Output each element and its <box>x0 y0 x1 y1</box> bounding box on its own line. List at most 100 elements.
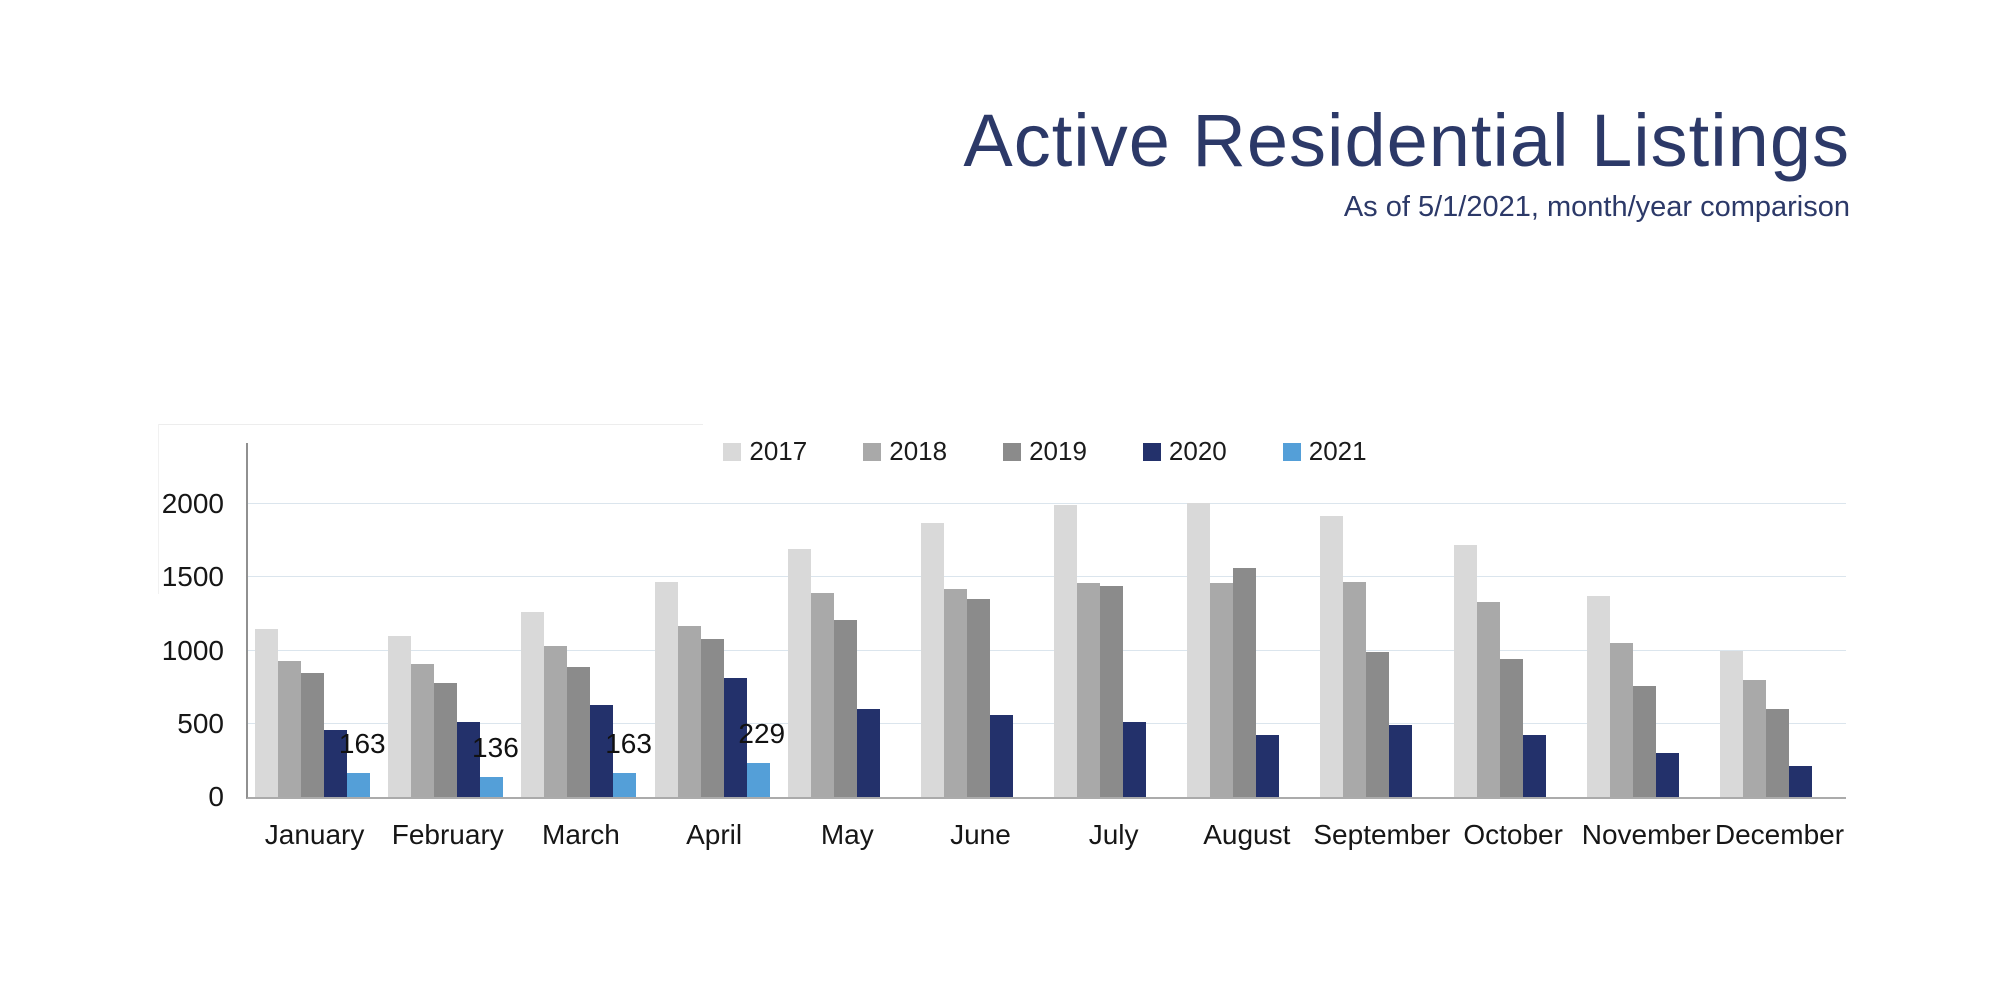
bar-2021-february: 136 <box>472 732 519 797</box>
data-label-2021-march: 163 <box>605 728 652 760</box>
bar-2017-august <box>1187 502 1211 797</box>
bar-2021-march: 163 <box>605 728 652 797</box>
x-label-november: November <box>1581 819 1711 850</box>
bar-2018-july <box>1077 583 1101 797</box>
x-label-september: September <box>1313 819 1451 850</box>
legend-swatch-2021 <box>1282 442 1301 461</box>
bar-2019-february <box>434 682 458 797</box>
bar-2017-march <box>521 612 545 797</box>
y-tick-2000: 2000 <box>161 488 224 519</box>
plot-area: 163 January 136 February 163 March 229 April May… <box>246 443 1846 850</box>
chart-subtitle: As of 5/1/2021, month/year comparison <box>1343 191 1850 223</box>
x-label-may: May <box>820 819 874 850</box>
bar-2019-september <box>1366 651 1390 797</box>
bar-2019-july <box>1100 586 1124 797</box>
bar-2020-january <box>324 729 347 797</box>
bar-2019-december <box>1765 709 1789 797</box>
gridline-1000 <box>248 649 1846 651</box>
bar-2020-february <box>457 722 481 797</box>
bar-2018-april <box>677 625 701 797</box>
bar-2017-december <box>1719 650 1743 797</box>
x-label-april: April <box>686 819 743 850</box>
bar-2019-august <box>1233 568 1257 797</box>
bar-2018-february <box>411 663 435 797</box>
bar-2017-june <box>920 523 944 797</box>
bar-2021-april: 229 <box>738 718 785 797</box>
y-tick-1500: 1500 <box>161 561 224 593</box>
bar-2017-february <box>388 635 412 797</box>
x-label-august: August <box>1203 819 1291 850</box>
bar-2020-july <box>1123 722 1147 797</box>
bar-2020-october <box>1522 735 1546 797</box>
title-block: Active Residential Listings As of 5/1/20… <box>963 98 1850 224</box>
legend-swatch-2019 <box>1003 442 1022 461</box>
y-tick-0: 0 <box>208 781 224 812</box>
x-label-march: March <box>542 819 620 850</box>
month-group-september: September <box>1313 443 1450 850</box>
month-group-august: August <box>1180 443 1313 850</box>
month-group-october: October <box>1447 443 1580 850</box>
legend-label-2018: 2018 <box>889 436 948 466</box>
chart-frame-top-line <box>158 424 703 425</box>
x-label-january: January <box>264 819 365 850</box>
bar-2018-june <box>943 588 967 797</box>
month-group-january: 163 January <box>248 443 386 850</box>
legend-item-2021: 2021 <box>1282 436 1367 467</box>
legend-swatch-2020 <box>1142 442 1161 461</box>
bar-2017-january <box>255 628 278 797</box>
bar-2020-april <box>723 678 747 797</box>
bar-2018-march <box>544 646 568 797</box>
y-axis-ticks: 0 500 1000 1500 2000 <box>0 443 224 812</box>
bar-2020-september <box>1389 725 1413 797</box>
bar-2020-may <box>856 709 880 797</box>
legend-label-2021: 2021 <box>1308 436 1367 466</box>
bar-2017-november <box>1586 596 1610 797</box>
data-label-2021-april: 229 <box>738 718 786 750</box>
bar-2020-march <box>590 704 614 797</box>
month-group-december: December <box>1713 443 1846 850</box>
month-group-april: 229 April <box>648 443 785 850</box>
gridline-1500 <box>248 576 1846 578</box>
legend-item-2020: 2020 <box>1142 436 1227 467</box>
bar-2019-november <box>1632 685 1656 797</box>
bar-2018-november <box>1609 643 1633 797</box>
bar-2018-september <box>1343 581 1367 797</box>
bar-2020-november <box>1655 753 1679 797</box>
chart-legend: 2017 2018 2019 2020 2021 <box>246 436 1844 467</box>
month-group-march: 163 March <box>514 443 652 850</box>
legend-swatch-2017 <box>723 442 742 461</box>
legend-item-2017: 2017 <box>723 436 807 467</box>
legend-label-2017: 2017 <box>749 436 808 466</box>
bar-2018-may <box>810 593 834 797</box>
bar-2020-august <box>1256 735 1280 797</box>
chart-frame-left-line <box>158 424 159 594</box>
data-label-2021-january: 163 <box>338 728 386 760</box>
y-tick-500: 500 <box>177 707 224 739</box>
bar-2020-december <box>1788 766 1812 797</box>
bar-2017-october <box>1453 545 1477 797</box>
bar-groups: 163 January 136 February 163 March 229 April May… <box>248 443 1846 850</box>
month-group-february: 136 February <box>381 443 519 850</box>
bar-2017-july <box>1054 505 1078 797</box>
month-group-november: November <box>1580 443 1713 850</box>
bar-2021-january: 163 <box>339 728 386 797</box>
y-tick-1000: 1000 <box>161 634 224 666</box>
bar-2020-june <box>989 714 1013 797</box>
bar-2018-january <box>278 660 301 797</box>
legend-label-2019: 2019 <box>1029 436 1087 466</box>
gridline-2000 <box>248 503 1846 504</box>
data-label-2021-february: 136 <box>472 732 519 764</box>
bar-2019-june <box>966 599 990 797</box>
gridline-500 <box>248 722 1846 724</box>
legend-label-2020: 2020 <box>1168 436 1227 466</box>
bar-2017-may <box>787 549 811 797</box>
x-label-october: October <box>1463 819 1563 850</box>
chart-title: Active Residential Listings <box>963 99 1850 182</box>
bar-2019-october <box>1499 659 1523 797</box>
bar-2019-may <box>833 619 857 797</box>
x-label-december: December <box>1714 819 1845 850</box>
legend-swatch-2018 <box>863 442 882 461</box>
bar-2018-october <box>1476 602 1500 797</box>
legend-item-2018: 2018 <box>863 436 947 467</box>
